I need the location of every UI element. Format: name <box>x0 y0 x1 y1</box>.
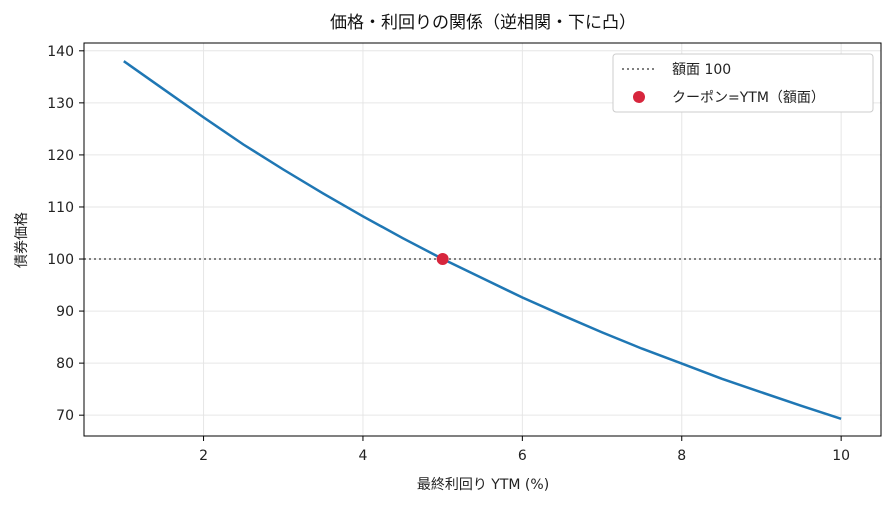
plot-frame <box>83 42 882 437</box>
legend: 額面 100 クーポン=YTM（額面） <box>612 53 874 113</box>
y-tick-label: 100 <box>47 252 74 268</box>
y-tick-label: 90 <box>56 304 74 320</box>
y-tick-label: 110 <box>47 200 74 216</box>
y-tick-label: 80 <box>56 356 74 372</box>
legend-box <box>612 53 874 113</box>
x-tick-label: 10 <box>832 448 850 464</box>
x-axis-label: 最終利回り YTM (%) <box>417 477 549 493</box>
x-tick-label: 2 <box>199 448 208 464</box>
legend-point-swatch <box>633 91 645 103</box>
legend-par-label: 額面 100 <box>672 62 731 78</box>
y-tick-label: 120 <box>47 148 74 164</box>
grid <box>84 43 881 436</box>
y-axis: 70 80 90 100 110 120 130 140 <box>47 44 84 424</box>
price-curve-line <box>123 60 842 420</box>
x-tick-label: 4 <box>358 448 367 464</box>
x-axis: 2 4 6 8 10 <box>199 436 850 464</box>
chart-title: 価格・利回りの関係（逆相関・下に凸） <box>330 13 636 33</box>
y-tick-label: 70 <box>56 408 74 424</box>
x-tick-label: 6 <box>518 448 527 464</box>
y-tick-label: 130 <box>47 96 74 112</box>
coupon-equals-ytm-point <box>436 253 449 266</box>
y-axis-label: 債券価格 <box>14 212 30 268</box>
legend-point-label: クーポン=YTM（額面） <box>672 90 825 106</box>
y-tick-label: 140 <box>47 44 74 60</box>
x-tick-label: 8 <box>677 448 686 464</box>
